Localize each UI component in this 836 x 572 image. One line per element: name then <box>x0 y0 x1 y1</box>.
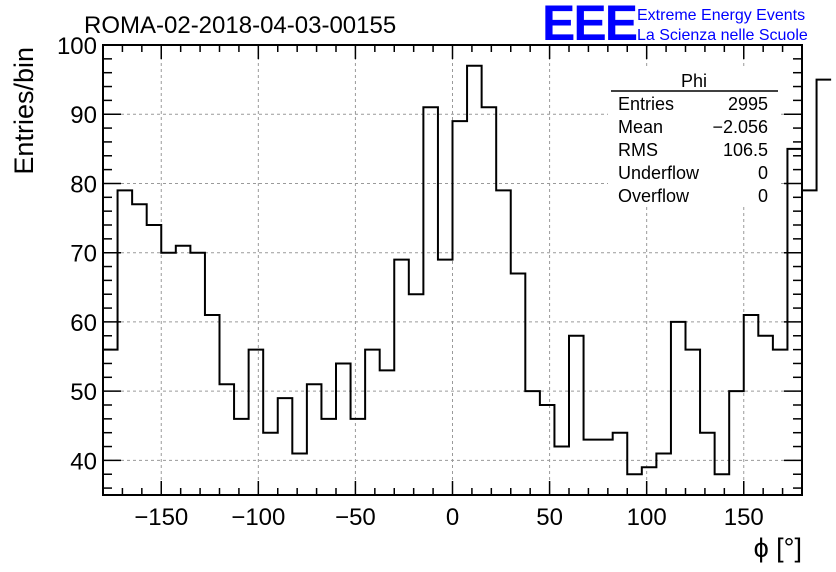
y-tick-label: 60 <box>70 310 97 337</box>
stats-value-underflow: 0 <box>758 163 768 183</box>
stats-label-underflow: Underflow <box>618 163 700 183</box>
stats-label-mean: Mean <box>618 117 663 137</box>
y-tick-label: 90 <box>70 102 97 129</box>
stats-label-overflow: Overflow <box>618 186 690 206</box>
y-tick-label: 70 <box>70 241 97 268</box>
x-tick-label: 0 <box>446 504 459 531</box>
y-tick-label: 50 <box>70 379 97 406</box>
y-axis-label: Entries/bin <box>9 47 39 175</box>
x-tick-label: 150 <box>724 504 764 531</box>
x-tick-label: −100 <box>231 504 285 531</box>
stats-box-background <box>608 66 780 206</box>
stats-box: Phi Entries 2995 Mean −2.056 RMS 106.5 U… <box>608 66 780 206</box>
eee-logo: EEE Extreme Energy Events La Scienza nel… <box>542 0 808 51</box>
logo-mark: EEE <box>542 0 637 51</box>
stats-value-rms: 106.5 <box>723 140 768 160</box>
logo-line-1: Extreme Energy Events <box>637 7 805 24</box>
y-tick-label: 80 <box>70 171 97 198</box>
x-tick-label: 100 <box>627 504 667 531</box>
y-tick-label: 100 <box>57 33 97 60</box>
y-tick-label: 40 <box>70 448 97 475</box>
axis-ticks <box>102 44 803 495</box>
tick-labels: −150 −100 −50 0 50 100 150 40 50 60 70 80 90 100 <box>57 33 764 531</box>
x-tick-label: −150 <box>134 504 188 531</box>
stats-value-mean: −2.056 <box>712 117 768 137</box>
logo-line-2: La Scienza nelle Scuole <box>637 27 808 44</box>
stats-label-entries: Entries <box>618 94 674 114</box>
x-axis-label: ϕ [°] <box>754 533 802 563</box>
chart-title: ROMA-02-2018-04-03-00155 <box>84 12 396 39</box>
stats-value-entries: 2995 <box>728 94 768 114</box>
x-tick-label: 50 <box>536 504 563 531</box>
stats-title: Phi <box>681 71 707 91</box>
stats-label-rms: RMS <box>618 140 658 160</box>
x-tick-label: −50 <box>335 504 376 531</box>
stats-value-overflow: 0 <box>758 186 768 206</box>
histogram-outline <box>103 64 832 476</box>
